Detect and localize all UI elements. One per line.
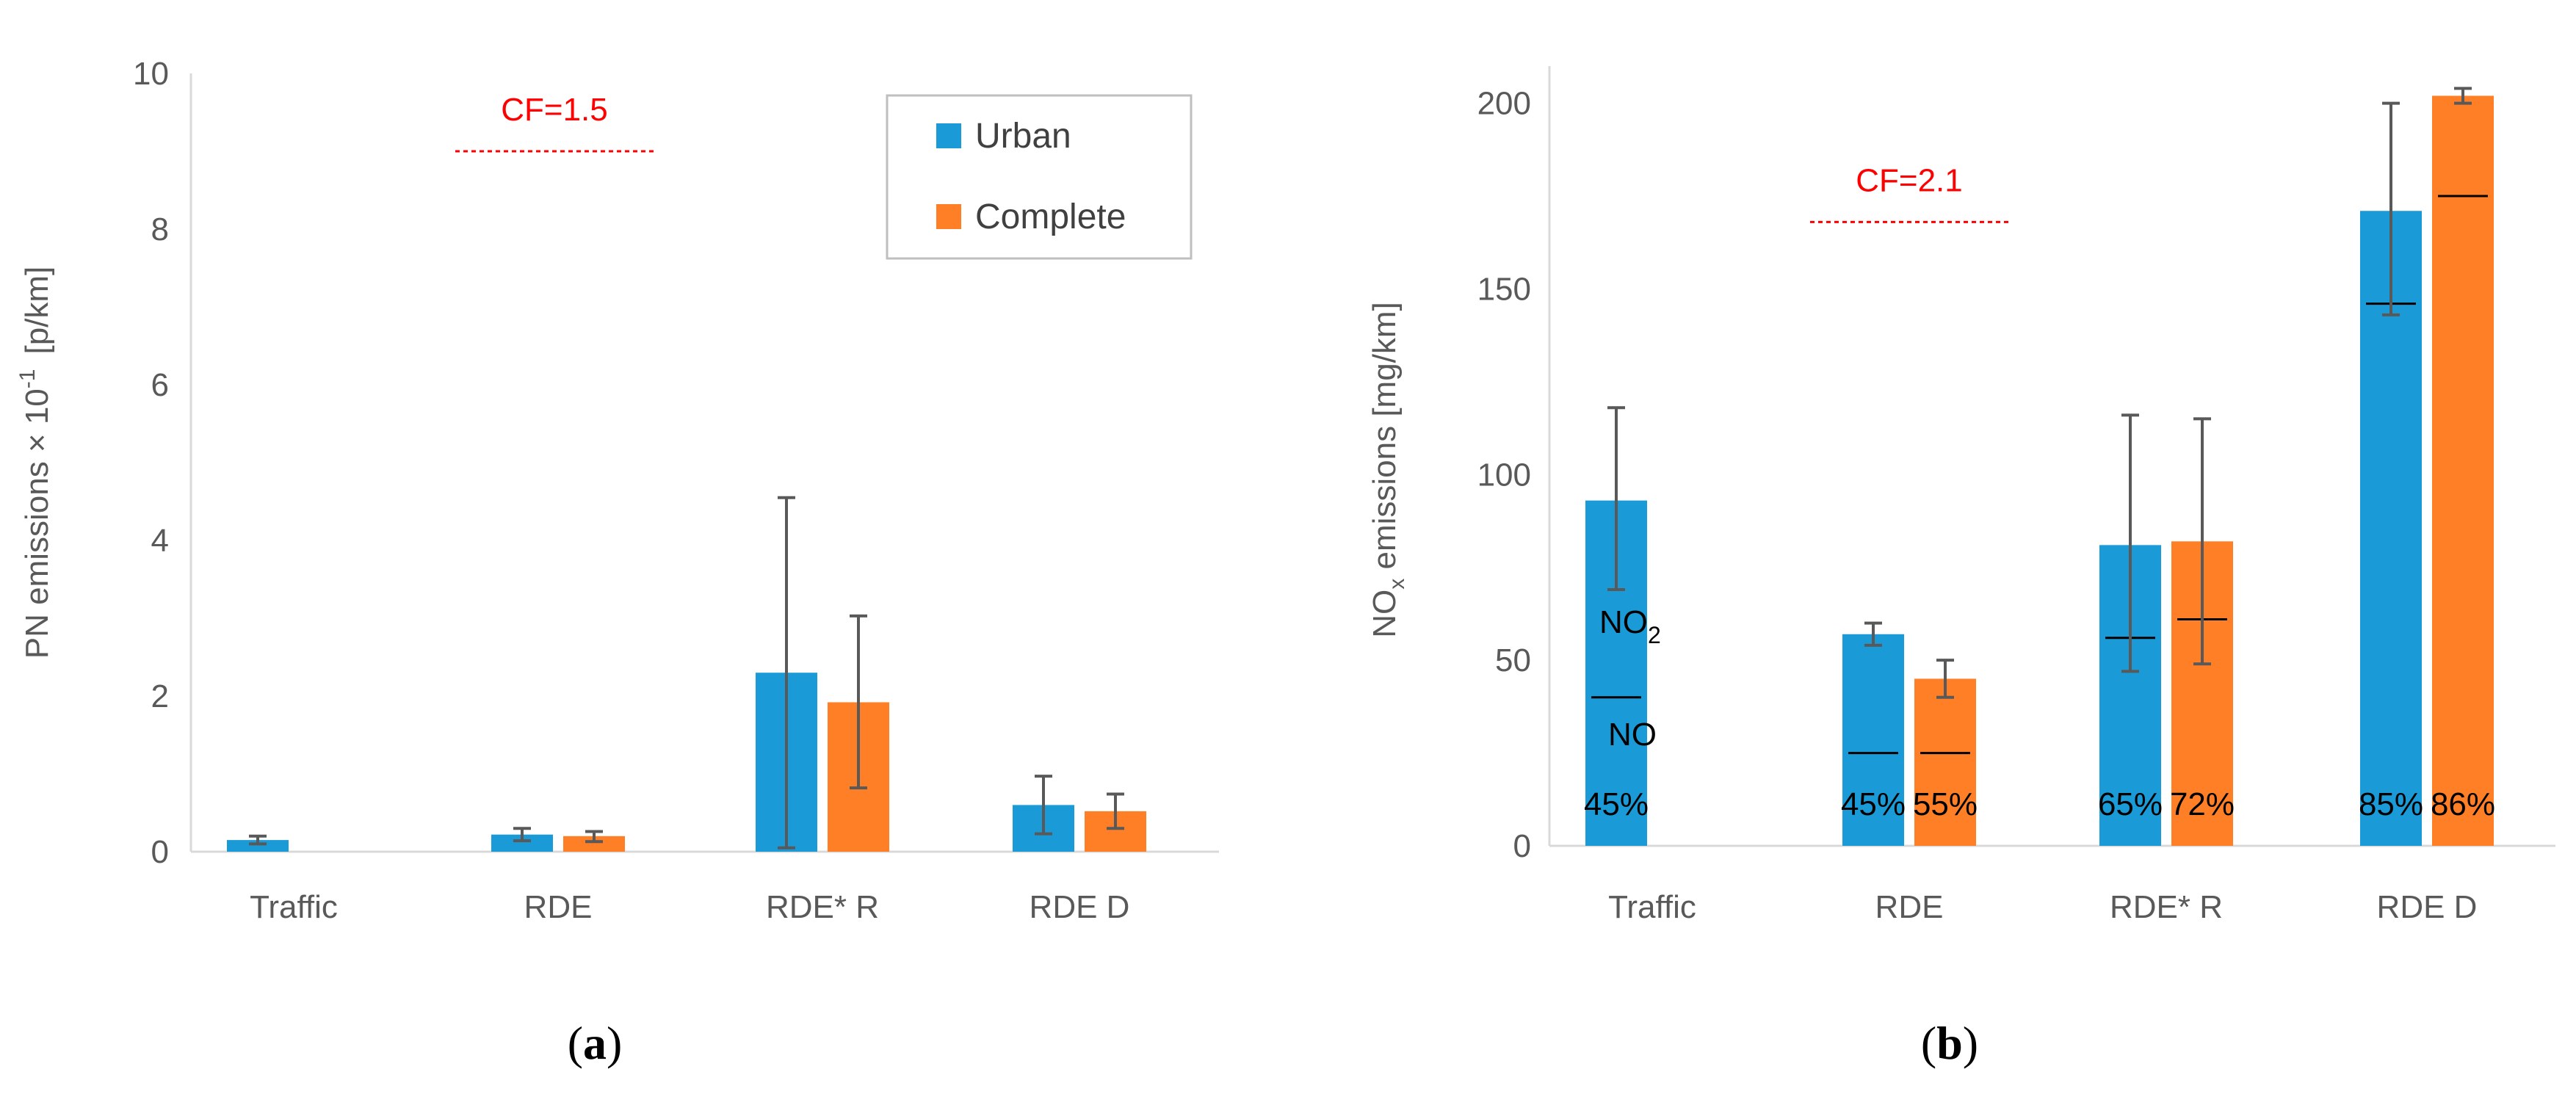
legend-swatch-complete (936, 204, 961, 229)
b-error-bar (1864, 621, 1882, 647)
legend-label-complete: Complete (975, 198, 1126, 236)
b-y-tick-label: 100 (1477, 457, 1531, 493)
a-bar-urban (227, 840, 289, 852)
b-no-percent-labels: 45% 45% 65% 85% 55% 72% 86% (1584, 786, 2495, 822)
no2-annotation: NO2 (1599, 604, 1661, 648)
b-bar-urban (2360, 211, 2422, 846)
b-x-tick-label: Traffic (1608, 889, 1696, 925)
a-bar-complete (563, 836, 625, 852)
a-error-bar (850, 614, 867, 790)
b-no-percent-label: 85% (2359, 786, 2423, 822)
b-no-percent-label: 55% (1913, 786, 1978, 822)
a-x-tick-label: RDE* R (766, 889, 879, 925)
a-error-bar (513, 827, 531, 843)
a-x-tick-label: Traffic (250, 889, 338, 925)
a-y-tick-label: 0 (151, 834, 169, 870)
b-no-percent-label: 45% (1841, 786, 1906, 822)
legend-box (886, 94, 1193, 260)
a-y-tick-label: 10 (133, 56, 169, 92)
b-no-percent-label: 86% (2431, 786, 2495, 822)
b-no-percent-label: 45% (1584, 786, 1649, 822)
a-y-tick-label: 6 (151, 367, 169, 403)
b-y-tick-label: 150 (1477, 271, 1531, 307)
a-x-tick-label: RDE (524, 889, 593, 925)
b-error-bar (2193, 417, 2211, 666)
b-bar-complete (1914, 678, 1976, 846)
a-x-tick-label: RDE D (1030, 889, 1130, 925)
b-bar-urban (1842, 634, 1904, 846)
b-no-percent-label: 72% (2170, 786, 2235, 822)
a-y-axis-label: PN emissions × 10-1[p/km] (15, 267, 55, 659)
b-bars (1585, 95, 2494, 846)
a-bar-urban (491, 834, 553, 852)
a-cf-label: CF=1.5 (501, 92, 608, 128)
b-y-tick-label: 0 (1513, 828, 1531, 864)
b-error-bar (1936, 659, 1954, 699)
b-x-tick-label: RDE (1875, 889, 1944, 925)
b-no2-split-lines (1591, 195, 2488, 755)
b-error-bar (2382, 101, 2400, 316)
a-error-bar (585, 830, 603, 844)
b-y-axis-label: NOx emissions [mg/km] (1367, 302, 1409, 638)
a-error-bar (1107, 792, 1124, 830)
b-x-tick-labels: Traffic RDE RDE* R RDE D (1608, 889, 2477, 925)
a-bars (227, 673, 1146, 852)
b-cf-label: CF=2.1 (1856, 162, 1963, 198)
a-error-bars (249, 496, 1124, 850)
no-annotation: NO (1608, 717, 1657, 753)
a-error-bar (778, 496, 795, 850)
a-y-tick-label: 4 (151, 523, 169, 559)
b-error-bar (2121, 413, 2139, 673)
a-y-tick-label: 8 (151, 211, 169, 247)
a-y-tick-label: 2 (151, 678, 169, 714)
b-y-tick-label: 50 (1495, 642, 1531, 678)
b-error-bar (2454, 87, 2472, 105)
b-bar-complete (2432, 95, 2494, 846)
b-no-percent-label: 65% (2098, 786, 2163, 822)
panel-label-a: (a) (568, 1017, 623, 1069)
panel-label-b: (b) (1921, 1017, 1978, 1069)
a-x-tick-labels: Traffic RDE RDE* R RDE D (250, 889, 1129, 925)
legend-label-urban: Urban (975, 117, 1071, 156)
b-x-tick-label: RDE D (2377, 889, 2478, 925)
b-x-tick-label: RDE* R (2110, 889, 2223, 925)
b-error-bar (1607, 406, 1625, 592)
b-y-ticks: 0 50 100 150 200 (1477, 86, 1531, 864)
b-error-bars (1607, 87, 2472, 699)
a-error-bar (249, 834, 267, 846)
a-error-bar (1035, 775, 1052, 836)
b-y-tick-label: 200 (1477, 86, 1531, 122)
legend-swatch-urban (936, 123, 961, 148)
chart-a: 0 2 4 6 8 10 PN emissions × 10-1[p/km] Traffi… (15, 56, 1219, 1069)
a-y-ticks: 0 2 4 6 8 10 (133, 56, 169, 870)
legend: Urban Complete (886, 94, 1193, 260)
